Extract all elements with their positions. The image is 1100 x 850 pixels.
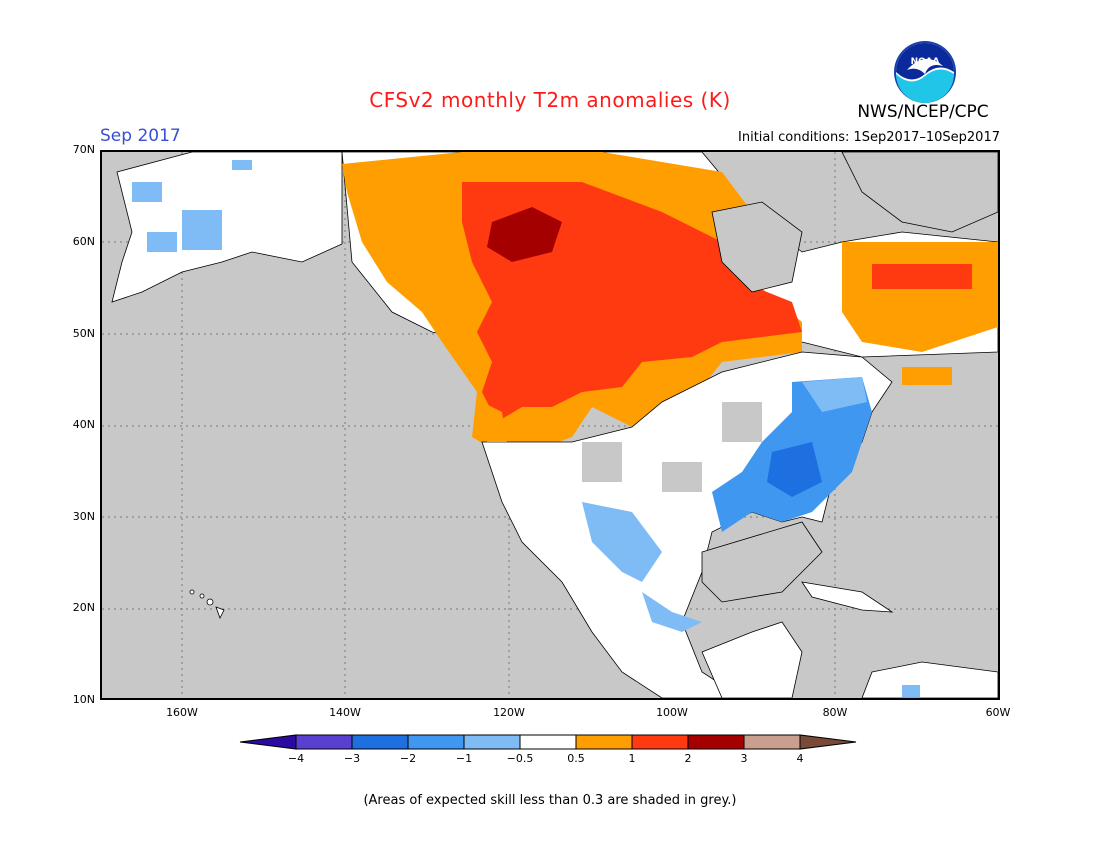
skill-note: (Areas of expected skill less than 0.3 a…: [363, 793, 737, 808]
lat-label: 40N: [72, 418, 95, 431]
chart-title: CFSv2 monthly T2m anomalies (K): [369, 88, 731, 112]
legend-tick-label: 4: [796, 752, 804, 765]
land-south-america: [861, 661, 998, 698]
lon-label: 80W: [822, 706, 848, 719]
noaa-logo-icon: NOAA: [894, 41, 956, 103]
hudson-bay: [711, 201, 803, 293]
legend-swatch: [407, 734, 465, 750]
logo-text: NOAA: [911, 57, 940, 67]
anomaly-map: [100, 150, 1000, 700]
legend-swatch: [519, 734, 577, 750]
lat-label: 20N: [72, 601, 95, 614]
legend-tick-label: 0.5: [567, 752, 585, 765]
lat-label: 60N: [72, 235, 95, 248]
lon-label: 60W: [985, 706, 1011, 719]
lat-label: 10N: [72, 693, 95, 706]
legend-swatch: [743, 734, 801, 750]
legend-tick-label: −2: [399, 752, 417, 765]
land-central-america: [701, 621, 803, 698]
forecast-month: Sep 2017: [100, 126, 181, 146]
lat-label: 70N: [72, 143, 95, 156]
legend-tick-label: 2: [684, 752, 692, 765]
legend-swatch: [631, 734, 689, 750]
legend-tick-label: −0.5: [506, 752, 534, 765]
land-hawaii: [189, 589, 225, 620]
map-canvas: [102, 152, 998, 698]
agency-label: NWS/NCEP/CPC: [857, 102, 989, 122]
lon-label: 140W: [329, 706, 361, 719]
legend-tick-label: 1: [628, 752, 636, 765]
lon-label: 100W: [656, 706, 688, 719]
cool-anomaly-mexico: [582, 502, 662, 582]
initial-conditions: Initial conditions: 1Sep2017–10Sep2017: [738, 130, 1000, 145]
legend-swatch: [575, 734, 633, 750]
lat-label: 50N: [72, 327, 95, 340]
land-alaska: [111, 152, 343, 303]
gulf-of-mexico: [701, 521, 823, 603]
land-greenland: [841, 152, 998, 233]
legend-swatch: [239, 734, 297, 750]
lon-label: 160W: [166, 706, 198, 719]
legend-tick-label: −4: [287, 752, 305, 765]
land-cuba: [801, 581, 894, 613]
warm-anomaly-darkred: [487, 207, 562, 262]
lat-label: 30N: [72, 510, 95, 523]
legend-tick-label: −1: [455, 752, 473, 765]
legend-swatch: [463, 734, 521, 750]
legend-swatch: [687, 734, 745, 750]
lon-label: 120W: [493, 706, 525, 719]
legend-tick-label: −3: [343, 752, 361, 765]
legend-tick-label: 3: [740, 752, 748, 765]
legend-swatch: [351, 734, 409, 750]
legend-swatch: [295, 734, 353, 750]
legend-swatch: [799, 734, 857, 750]
